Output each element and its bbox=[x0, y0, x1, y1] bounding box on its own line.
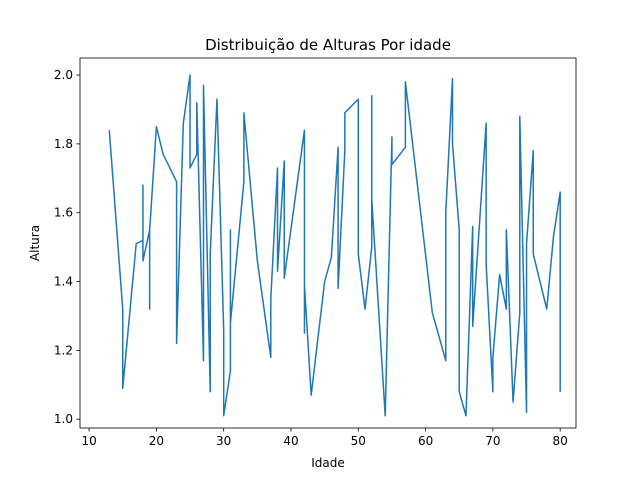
x-tick-label: 80 bbox=[553, 434, 568, 448]
x-tick-label: 30 bbox=[216, 434, 231, 448]
y-tick-label: 1.8 bbox=[54, 137, 73, 151]
y-tick-label: 1.2 bbox=[54, 343, 73, 357]
x-tick-label: 10 bbox=[81, 434, 96, 448]
y-tick-label: 1.6 bbox=[54, 206, 73, 220]
plot-frame bbox=[79, 57, 577, 429]
x-tick-label: 20 bbox=[149, 434, 164, 448]
y-tick-label: 2.0 bbox=[54, 68, 73, 82]
x-tick-label: 60 bbox=[418, 434, 433, 448]
y-axis-label: Altura bbox=[28, 225, 42, 261]
x-axis-ticks: 10 20 30 40 50 60 70 80 bbox=[81, 428, 568, 448]
y-tick-label: 1.4 bbox=[54, 275, 73, 289]
x-tick-label: 50 bbox=[351, 434, 366, 448]
chart-title: Distribuição de Alturas Por idade bbox=[205, 36, 451, 54]
y-tick-label: 1.0 bbox=[54, 412, 73, 426]
x-axis-label: Idade bbox=[311, 456, 345, 470]
series-line-0 bbox=[108, 74, 561, 417]
x-tick-label: 70 bbox=[485, 434, 500, 448]
x-tick-label: 40 bbox=[283, 434, 298, 448]
series-layer bbox=[108, 74, 561, 417]
plot-area bbox=[80, 58, 576, 428]
y-axis-ticks: 1.0 1.2 1.4 1.6 1.8 2.0 bbox=[54, 68, 80, 426]
